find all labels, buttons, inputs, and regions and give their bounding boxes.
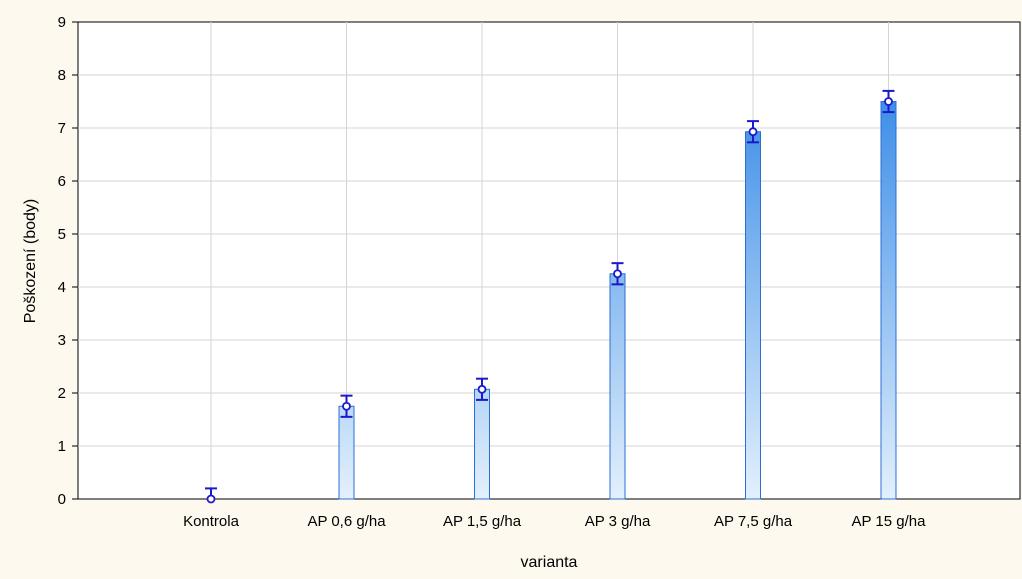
y-tick-label: 7 <box>58 120 66 137</box>
x-tick-label: AP 3 g/ha <box>585 513 651 530</box>
y-tick-label: 2 <box>58 385 66 402</box>
y-axis-ticks: 0 1 2 3 4 5 6 7 8 9 <box>58 14 78 508</box>
x-tick-label: AP 0,6 g/ha <box>307 513 386 530</box>
y-axis-title: Poškození (body) <box>22 199 39 324</box>
bar <box>474 388 490 500</box>
x-tick-label: Kontrola <box>183 513 240 530</box>
x-axis-ticks: Kontrola AP 0,6 g/ha AP 1,5 g/ha AP 3 g/ha A… <box>183 513 926 530</box>
mean-marker <box>884 97 893 106</box>
bar <box>338 405 355 500</box>
bar <box>745 131 761 500</box>
mean-marker <box>477 384 487 394</box>
y-tick-label: 3 <box>58 332 66 349</box>
mean-marker <box>342 401 351 411</box>
right-axis-ticks <box>1016 74 1020 447</box>
y-tick-label: 9 <box>58 14 66 31</box>
plot-area <box>77 21 1021 500</box>
y-tick-label: 8 <box>58 67 66 84</box>
x-tick-label: AP 15 g/ha <box>852 513 927 530</box>
x-tick-label: AP 1,5 g/ha <box>443 513 522 530</box>
bar <box>609 273 626 500</box>
mean-marker <box>748 127 758 137</box>
mean-marker <box>206 494 216 504</box>
y-tick-label: 6 <box>58 173 66 190</box>
x-axis-title: varianta <box>521 554 578 571</box>
bar <box>880 101 897 500</box>
mean-marker <box>613 269 622 279</box>
bars <box>205 89 897 504</box>
y-tick-label: 1 <box>58 438 66 455</box>
x-tick-label: AP 7,5 g/ha <box>714 513 793 530</box>
y-tick-label: 0 <box>58 491 66 508</box>
y-tick-label: 4 <box>58 279 66 296</box>
y-tick-label: 5 <box>58 226 66 243</box>
